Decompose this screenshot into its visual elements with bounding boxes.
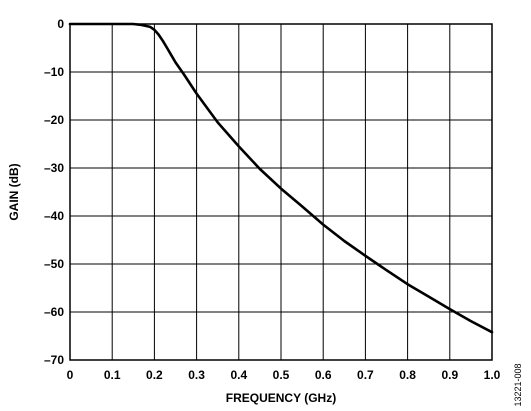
x-tick-label: 1.0 bbox=[484, 368, 501, 382]
x-tick-label: 0.7 bbox=[357, 368, 374, 382]
x-tick-label: 0.2 bbox=[146, 368, 163, 382]
x-tick-labels: 0 0.1 0.2 0.3 0.4 0.5 0.6 0.7 0.8 0.9 1.0 bbox=[67, 368, 501, 382]
y-tick-label: –50 bbox=[44, 257, 64, 271]
x-tick-label: 0.1 bbox=[104, 368, 121, 382]
plot-frame bbox=[69, 23, 493, 361]
y-tick-label: –10 bbox=[44, 65, 64, 79]
y-tick-labels: 0 –10 –20 –30 –40 –50 –60 –70 bbox=[44, 17, 64, 367]
x-tick-label: 0.4 bbox=[230, 368, 247, 382]
x-tick-label: 0.3 bbox=[188, 368, 205, 382]
y-tick-label: –20 bbox=[44, 113, 64, 127]
y-tick-label: –70 bbox=[44, 353, 64, 367]
x-tick-label: 0.9 bbox=[441, 368, 458, 382]
x-tick-label: 0.6 bbox=[315, 368, 332, 382]
y-tick-label: –60 bbox=[44, 305, 64, 319]
x-tick-label: 0.8 bbox=[399, 368, 416, 382]
y-axis-label: GAIN (dB) bbox=[7, 163, 21, 220]
x-tick-label: 0 bbox=[67, 368, 74, 382]
series-group bbox=[68, 22, 494, 334]
y-tick-label: –40 bbox=[44, 209, 64, 223]
grid-lines bbox=[70, 24, 492, 360]
y-tick-label: 0 bbox=[57, 17, 64, 31]
x-tick-label: 0.5 bbox=[273, 368, 290, 382]
x-axis-label: FREQUENCY (GHz) bbox=[226, 391, 336, 405]
y-tick-label: –30 bbox=[44, 161, 64, 175]
gain-response-line bbox=[68, 22, 494, 334]
figure-id: 13221-008 bbox=[513, 363, 523, 406]
